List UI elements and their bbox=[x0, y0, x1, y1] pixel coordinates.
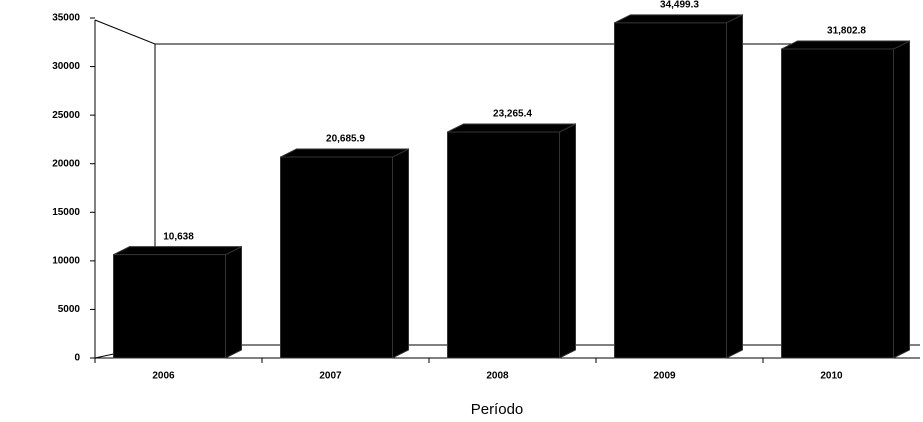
bar-face bbox=[893, 40, 910, 359]
y-tick-label: 20000 bbox=[52, 158, 80, 169]
y-tick-label: 25000 bbox=[52, 110, 80, 121]
bar-face bbox=[559, 123, 576, 359]
y-tick-label: 5000 bbox=[58, 304, 81, 315]
x-tick-label: 2007 bbox=[319, 371, 342, 382]
bar-face bbox=[781, 40, 910, 50]
x-tick-label: 2006 bbox=[152, 371, 175, 382]
value-label: 34,499.3 bbox=[660, 0, 699, 11]
bar-face bbox=[280, 156, 393, 359]
bar-face bbox=[614, 22, 727, 359]
x-tick-label: 2008 bbox=[486, 371, 509, 382]
bar-face bbox=[392, 148, 409, 359]
value-label: 31,802.8 bbox=[827, 26, 866, 37]
y-tick-label: 35000 bbox=[52, 13, 80, 24]
bar-face bbox=[447, 131, 560, 359]
bar bbox=[280, 148, 409, 359]
bar bbox=[614, 14, 743, 359]
value-label: 20,685.9 bbox=[326, 134, 365, 145]
y-tick-label: 15000 bbox=[52, 207, 80, 218]
y-tick-label: 30000 bbox=[52, 61, 80, 72]
bar-face bbox=[225, 245, 242, 359]
x-tick-label: 2009 bbox=[653, 371, 676, 382]
bar bbox=[113, 245, 242, 359]
x-tick-label: 2010 bbox=[820, 371, 843, 382]
y-tick-label: 0 bbox=[74, 353, 80, 364]
bar-face bbox=[113, 254, 226, 359]
value-label: 23,265.4 bbox=[493, 109, 532, 120]
bar-face bbox=[280, 148, 409, 158]
bar bbox=[447, 123, 576, 359]
y-tick-label: 10000 bbox=[52, 255, 80, 266]
bar-face bbox=[614, 14, 743, 24]
bar-face bbox=[726, 14, 743, 359]
bar-face bbox=[113, 246, 242, 256]
bar-face bbox=[447, 123, 576, 133]
bar-face bbox=[781, 48, 894, 359]
bar bbox=[781, 40, 910, 359]
value-label: 10,638 bbox=[163, 231, 194, 242]
x-axis-label: Período bbox=[471, 401, 524, 418]
